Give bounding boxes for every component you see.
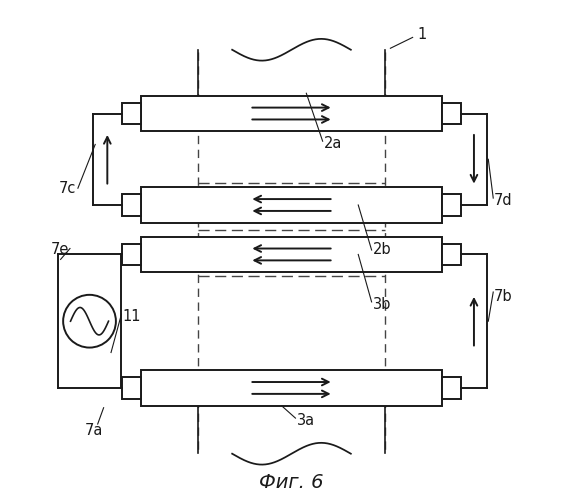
Text: 3b: 3b [373, 297, 391, 312]
Text: 7e: 7e [51, 242, 69, 256]
Text: 2a: 2a [324, 136, 342, 151]
Text: 3a: 3a [296, 413, 315, 428]
Bar [122, 194, 141, 216]
Text: 11: 11 [122, 309, 141, 324]
Bar [122, 244, 141, 265]
Text: 7c: 7c [59, 180, 76, 196]
Bar [442, 244, 461, 265]
Text: Фиг. 6: Фиг. 6 [259, 473, 324, 492]
Text: 2b: 2b [373, 242, 392, 258]
Text: 7b: 7b [494, 290, 513, 304]
Bar [442, 378, 461, 398]
Text: 1: 1 [417, 28, 427, 42]
Text: 7a: 7a [85, 423, 103, 438]
Text: 7d: 7d [494, 193, 513, 208]
Bar [122, 103, 141, 124]
Bar [442, 194, 461, 216]
Bar [141, 96, 442, 132]
Bar [442, 103, 461, 124]
Bar [141, 236, 442, 272]
Bar [141, 187, 442, 223]
Bar [141, 370, 442, 406]
Bar [122, 378, 141, 398]
